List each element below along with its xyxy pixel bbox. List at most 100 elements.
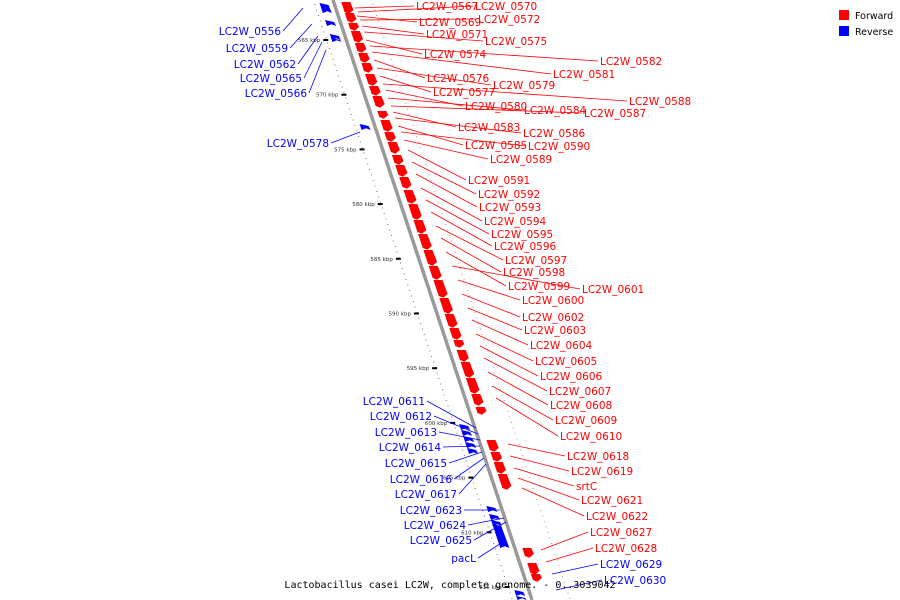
gene-label[interactable]: LC2W_0597 [505, 255, 567, 267]
gene-label[interactable]: LC2W_0628 [595, 543, 657, 555]
gene-label[interactable]: LC2W_0621 [581, 495, 643, 507]
gene-label[interactable]: LC2W_0606 [540, 371, 603, 383]
gene-label[interactable]: LC2W_0575 [485, 36, 547, 48]
gene-label[interactable]: LC2W_0627 [590, 527, 652, 539]
gene-label[interactable]: LC2W_0598 [503, 267, 565, 279]
gene-glyph[interactable] [325, 20, 337, 26]
gene-label[interactable]: LC2W_0593 [479, 202, 541, 214]
gene-label[interactable]: LC2W_0596 [494, 241, 557, 253]
gene-glyph[interactable] [459, 424, 471, 430]
gene-glyph[interactable] [387, 142, 400, 154]
gene-label[interactable]: LC2W_0587 [584, 108, 646, 120]
gene-label[interactable]: LC2W_0594 [484, 216, 547, 228]
gene-glyph[interactable] [490, 452, 503, 462]
gene-label[interactable]: LC2W_0582 [600, 56, 662, 68]
gene-label[interactable]: LC2W_0623 [400, 505, 462, 517]
gene-glyph[interactable] [493, 462, 506, 474]
gene-glyph[interactable] [456, 350, 469, 362]
gene-label[interactable]: LC2W_0595 [491, 229, 553, 241]
gene-glyph[interactable] [486, 440, 499, 452]
gene-glyph[interactable] [365, 74, 378, 86]
gene-label[interactable]: LC2W_0622 [586, 511, 648, 523]
gene-glyph[interactable] [354, 43, 367, 53]
gene-glyph[interactable] [369, 86, 381, 96]
gene-glyph[interactable] [489, 514, 500, 520]
gene-glyph[interactable] [384, 132, 396, 142]
gene-glyph[interactable] [463, 436, 475, 442]
gene-label[interactable]: LC2W_0592 [478, 189, 540, 201]
gene-label[interactable]: LC2W_0619 [571, 466, 633, 478]
gene-glyph[interactable] [395, 165, 408, 177]
gene-label[interactable]: LC2W_0630 [604, 575, 666, 587]
gene-glyph[interactable] [465, 442, 477, 448]
gene-label[interactable]: LC2W_0570 [475, 1, 537, 13]
gene-glyph[interactable] [428, 266, 442, 280]
gene-glyph[interactable] [358, 53, 370, 63]
gene-label[interactable]: LC2W_0589 [490, 154, 552, 166]
gene-label[interactable]: LC2W_0577 [433, 87, 495, 99]
gene-label[interactable]: LC2W_0607 [549, 386, 611, 398]
gene-label[interactable]: LC2W_0556 [219, 26, 282, 38]
gene-label[interactable]: LC2W_0601 [582, 284, 644, 296]
gene-label[interactable]: LC2W_0588 [629, 96, 691, 108]
gene-glyph[interactable] [423, 250, 438, 266]
gene-label[interactable]: LC2W_0610 [560, 431, 622, 443]
gene-glyph[interactable] [344, 13, 357, 23]
gene-glyph[interactable] [514, 590, 526, 596]
gene-glyph[interactable] [403, 190, 417, 204]
gene-label[interactable]: LC2W_0567 [416, 1, 478, 13]
gene-glyph[interactable] [522, 548, 534, 558]
gene-label[interactable]: LC2W_0583 [458, 122, 520, 134]
gene-label[interactable]: LC2W_0600 [522, 295, 584, 307]
gene-glyph[interactable] [467, 448, 479, 454]
gene-label[interactable]: LC2W_0618 [567, 451, 629, 463]
gene-glyph[interactable] [439, 298, 453, 314]
gene-label[interactable]: LC2W_0562 [234, 59, 296, 71]
gene-label[interactable]: LC2W_0569 [419, 17, 481, 29]
gene-label[interactable]: LC2W_0613 [375, 427, 437, 439]
gene-label[interactable]: LC2W_0590 [528, 141, 590, 153]
gene-label[interactable]: LC2W_0625 [410, 535, 472, 547]
gene-glyph[interactable] [413, 220, 427, 234]
gene-glyph[interactable] [516, 596, 527, 600]
gene-label[interactable]: LC2W_0580 [465, 101, 527, 113]
gene-glyph[interactable] [348, 23, 360, 31]
gene-label[interactable]: LC2W_0591 [468, 175, 530, 187]
gene-label[interactable]: LC2W_0611 [363, 396, 425, 408]
gene-glyph[interactable] [372, 96, 385, 108]
gene-label[interactable]: LC2W_0603 [524, 325, 586, 337]
gene-label[interactable]: LC2W_0614 [379, 442, 442, 454]
gene-glyph[interactable] [465, 378, 480, 394]
gene-glyph[interactable] [461, 430, 473, 436]
gene-label[interactable]: LC2W_0585 [465, 140, 527, 152]
gene-label[interactable]: LC2W_0602 [522, 312, 584, 324]
gene-label[interactable]: LC2W_0599 [508, 281, 570, 293]
gene-glyph[interactable] [361, 63, 373, 73]
gene-label[interactable]: LC2W_0576 [427, 73, 490, 85]
gene-glyph[interactable] [391, 155, 404, 165]
gene-glyph[interactable] [453, 340, 465, 348]
gene-label[interactable]: srtC [576, 481, 597, 493]
gene-label[interactable]: LC2W_0629 [600, 559, 662, 571]
gene-glyph[interactable] [350, 31, 364, 43]
gene-label[interactable]: LC2W_0624 [404, 520, 467, 532]
gene-glyph[interactable] [418, 234, 432, 250]
gene-label[interactable]: LC2W_0572 [478, 14, 540, 26]
gene-glyph[interactable] [449, 328, 462, 340]
gene-glyph[interactable] [444, 314, 458, 328]
gene-glyph[interactable] [319, 3, 332, 13]
gene-label[interactable]: LC2W_0584 [524, 105, 587, 117]
gene-label[interactable]: LC2W_0609 [555, 415, 617, 427]
gene-glyph[interactable] [486, 506, 498, 512]
gene-glyph[interactable] [380, 120, 393, 132]
gene-label[interactable]: LC2W_0615 [385, 458, 447, 470]
gene-glyph[interactable] [530, 574, 542, 582]
gene-glyph[interactable] [341, 2, 354, 14]
gene-label[interactable]: LC2W_0571 [426, 29, 488, 41]
gene-glyph[interactable] [492, 524, 510, 548]
gene-label[interactable]: LC2W_0605 [535, 356, 597, 368]
gene-label[interactable]: LC2W_0608 [550, 400, 612, 412]
gene-label[interactable]: LC2W_0617 [395, 489, 457, 501]
gene-label[interactable]: LC2W_0604 [530, 340, 593, 352]
gene-glyph[interactable] [359, 124, 371, 130]
